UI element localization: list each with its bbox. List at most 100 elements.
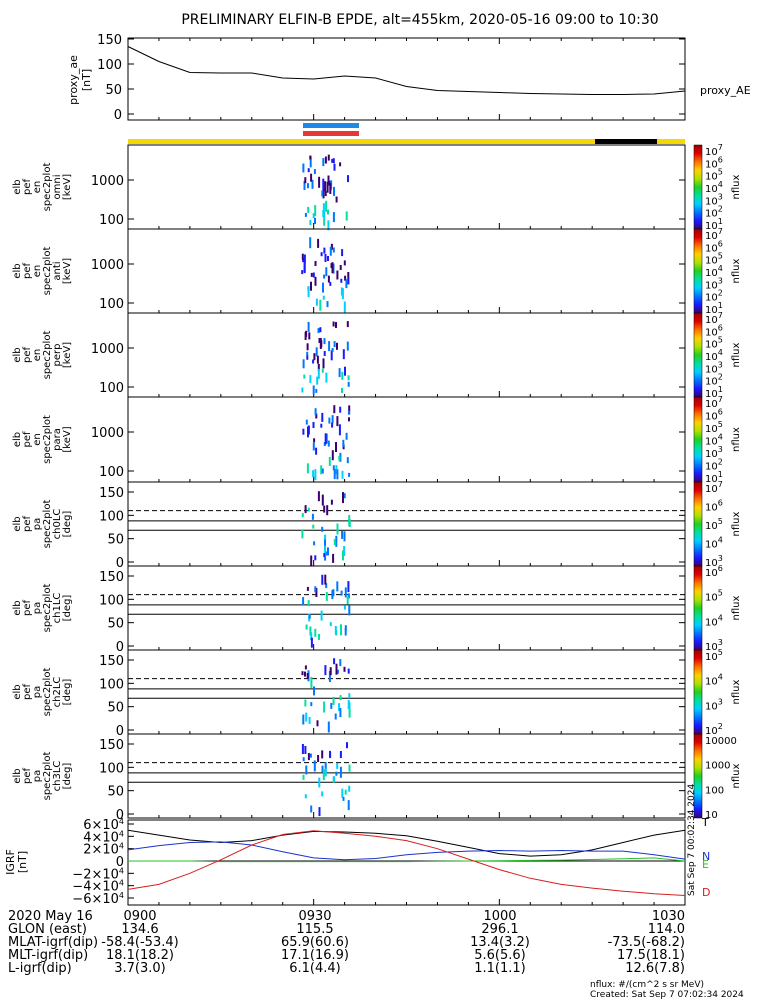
spectrogram-pixel: [348, 693, 351, 699]
panel-ylabel: [keV]: [62, 426, 73, 452]
spectrogram-pixel: [305, 712, 308, 722]
spectrogram-pixel: [309, 155, 312, 160]
spectrogram-pixel: [347, 278, 350, 285]
spectrogram-pixel: [310, 702, 313, 707]
spectrogram-pixel: [322, 203, 325, 215]
spectrogram-pixel: [310, 272, 313, 277]
spectrogram-pixel: [324, 539, 326, 551]
spectrogram-pixel: [321, 765, 324, 773]
panel-frame-ch2LC: [127, 649, 686, 735]
colorbar-tick-label: 102: [705, 205, 723, 220]
panel-ylabel: spec2plot: [42, 500, 53, 549]
spectrogram-pixel: [321, 791, 324, 797]
spectrogram-pixel: [330, 499, 333, 505]
colorbar-tick-label: 102: [705, 722, 723, 737]
spectrogram-pixel: [318, 777, 321, 788]
spectrogram-pixel: [314, 261, 317, 266]
colorbar-tick-label: 10000: [705, 736, 737, 747]
proxy-ae-frame: [127, 37, 686, 121]
spectrogram-pixel: [330, 702, 333, 709]
panel-ytick-label: 1000: [91, 426, 124, 441]
spectrogram-pixel: [329, 750, 331, 757]
spectrogram-pixel: [331, 348, 334, 352]
colorbar-tick-label: 103: [705, 276, 723, 291]
spectrogram-pixel: [301, 387, 304, 393]
panel-anti: elb pef en spec2plot anti [keV] 10001001071061…: [12, 227, 742, 316]
spectrogram-pixel: [327, 547, 329, 556]
spectrogram-pixel: [332, 589, 335, 597]
panel-frame-omni: [127, 144, 686, 230]
panel-ylabel: pef: [22, 347, 33, 364]
ephemeris-row-label: MLT-igrf(dip): [8, 948, 88, 963]
ephemeris-cell: 13.4(3.2): [470, 935, 530, 950]
spectrogram-pixel: [325, 591, 328, 601]
spectrogram-pixel: [320, 423, 323, 428]
spectrogram-pixel: [325, 267, 328, 277]
spectrogram-pixel: [306, 354, 309, 360]
panel-ylabel: elb: [12, 600, 23, 615]
panel-ch3LC: elb pef pa spec2plot ch3LC [deg] 150 100 50 0 1000…: [12, 733, 742, 823]
spectrogram-pixel: [321, 574, 324, 585]
spectrogram-pixel: [327, 209, 329, 215]
spectrogram-pixel: [335, 442, 337, 452]
panel-ylabel: spec2plot: [42, 247, 53, 296]
spectrogram-pixel: [309, 220, 312, 225]
panel-ylabel: elb: [12, 347, 23, 362]
spectrogram-pixel: [307, 753, 310, 761]
spectrogram-pixel: [310, 637, 313, 648]
spectrogram-pixel: [344, 275, 347, 281]
spectrogram-pixel: [344, 628, 347, 636]
colorbar-label: nflux: [731, 595, 742, 620]
spectrogram-pixel: [330, 350, 333, 361]
panel-ylabel: spec2plot: [42, 415, 53, 464]
spectrogram-pixel: [345, 432, 348, 440]
panel-ylabel: elb: [12, 179, 23, 194]
spectrogram-pixel: [338, 455, 341, 461]
spectrogram-pixel: [342, 492, 344, 504]
panel-ylabel: [keV]: [62, 174, 73, 200]
spectrogram-pixel: [314, 276, 317, 286]
spectrogram-pixel: [323, 338, 326, 345]
spectrogram-pixel: [312, 442, 315, 451]
proxy-ae-xticks: [127, 38, 686, 120]
ephemeris-row-label: MLAT-igrf(dip): [8, 935, 98, 950]
panel-ylabel: elb: [12, 768, 23, 783]
spectrogram-pixel: [323, 701, 326, 713]
panel-ytick-label: 100: [99, 297, 124, 312]
spectrogram-pixel: [347, 381, 350, 387]
colorbar-ch2LC: [693, 649, 703, 735]
spectrogram-pixel: [315, 347, 318, 357]
spectrogram-pixel: [315, 388, 318, 393]
spectrogram-pixel: [307, 206, 310, 213]
spectrogram-pixel: [347, 581, 350, 593]
colorbar-tick-label: 106: [705, 239, 723, 254]
igrf-ytick-label: −6×104: [72, 891, 124, 907]
spectrogram-pixel: [332, 553, 335, 563]
spectrogram-pixel: [310, 555, 313, 567]
spectrogram-pixel: [309, 753, 312, 758]
igrf-line-E: [128, 857, 686, 863]
spectrogram-pixel: [321, 368, 324, 373]
panel-ylabel: pa: [32, 602, 43, 614]
spectrogram-pixel: [331, 415, 334, 424]
panel-frame-ch0LC: [127, 481, 686, 567]
spectrogram-pixel: [325, 200, 328, 212]
spectrogram-pixel: [304, 665, 307, 670]
spectrogram-pixel: [314, 469, 317, 481]
spectrogram-pixel: [329, 281, 332, 286]
panel-ylabel: perp: [52, 344, 63, 367]
spectrogram-pixel: [338, 703, 341, 712]
spectrogram-pixel: [331, 262, 334, 274]
spectrogram-pixel: [324, 534, 327, 540]
spectrogram-pixel: [312, 213, 315, 219]
status-bar-yellow: [128, 139, 685, 144]
spectrogram-pixel: [304, 332, 307, 340]
spectrogram-pixel: [341, 530, 344, 539]
panel-frame-ch1LC: [127, 565, 686, 651]
panel-ylabel: en: [32, 433, 43, 446]
igrf-line-T: [127, 829, 686, 857]
spectrogram-pixel: [302, 428, 305, 435]
colorbar-tick-label: 105: [705, 517, 723, 532]
spectrogram-pixel: [324, 762, 327, 771]
spectrogram-pixel: [332, 696, 335, 705]
